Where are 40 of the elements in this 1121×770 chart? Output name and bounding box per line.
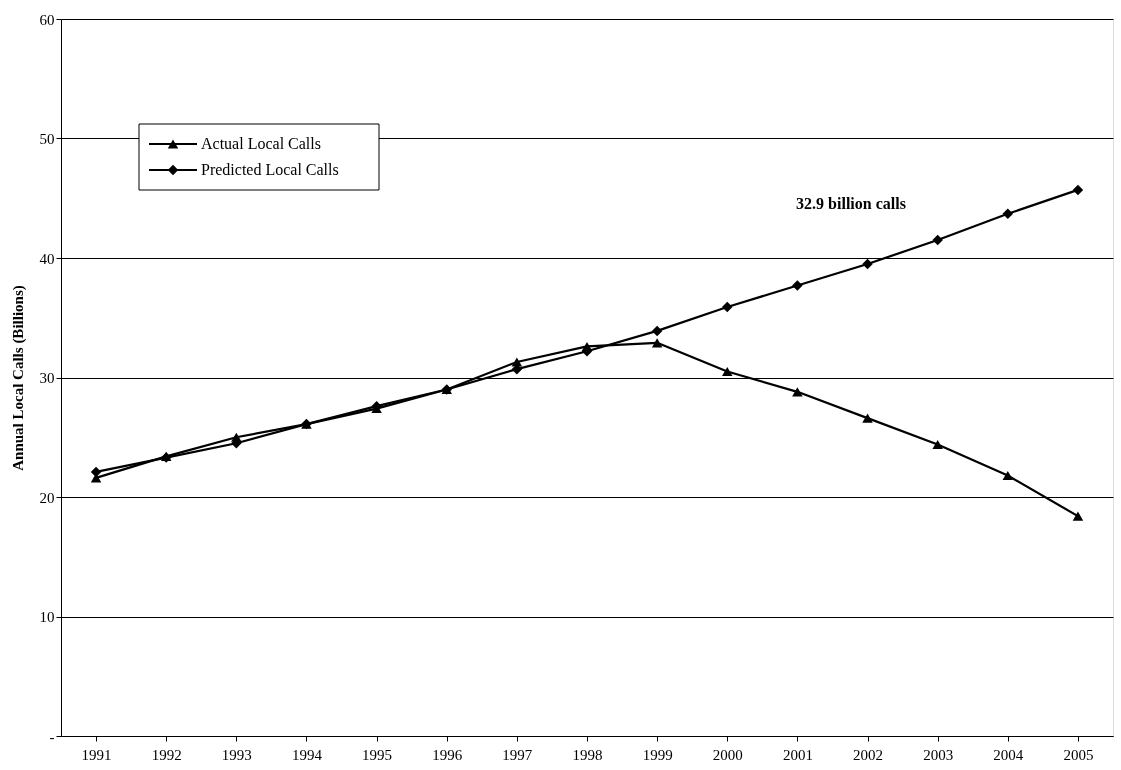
point <box>792 280 803 291</box>
x-tick-label: 1995 <box>362 746 393 763</box>
x-tick-label: 1998 <box>572 746 603 763</box>
x-tick-label: 2001 <box>782 746 813 763</box>
y-tick-label: 10 <box>39 609 55 625</box>
point <box>792 387 803 397</box>
legend-label: Actual Local Calls <box>201 135 321 152</box>
point <box>651 338 663 348</box>
x-tick-label: 1991 <box>81 746 112 763</box>
x-tick-label: 1999 <box>642 746 673 763</box>
x-tick-label: 1997 <box>502 746 533 763</box>
point <box>862 413 873 423</box>
y-tick-label: - <box>49 728 55 745</box>
x-tick-label: 1993 <box>221 746 252 763</box>
x-tick-label: 2005 <box>1063 746 1094 763</box>
x-tick-label: 1994 <box>291 746 323 763</box>
x-tick-label: 2004 <box>993 746 1024 763</box>
point <box>932 439 943 449</box>
legend-label: Predicted Local Calls <box>201 161 339 178</box>
x-tick-label: 1996 <box>432 746 463 763</box>
y-tick-label: 50 <box>39 131 55 147</box>
point <box>722 366 733 377</box>
y-tick-label: 20 <box>39 489 55 506</box>
point <box>1072 511 1084 521</box>
x-tick-label: 2002 <box>853 746 884 763</box>
y-tick-label: 60 <box>39 11 55 28</box>
y-tick-label: 30 <box>39 370 55 386</box>
y-tick-label: 40 <box>39 250 55 267</box>
x-tick-label: 2000 <box>712 746 743 763</box>
point <box>932 234 943 246</box>
x-tick-label: 1992 <box>151 746 182 763</box>
point <box>722 301 733 313</box>
point <box>1072 184 1084 196</box>
point <box>651 325 663 337</box>
point <box>1002 470 1014 481</box>
annotation: 32.9 billion calls <box>796 195 906 212</box>
point <box>1002 208 1014 220</box>
point <box>862 258 873 270</box>
y-axis-title: Annual Local Calls (Billions) <box>9 285 27 471</box>
x-tick-label: 2003 <box>923 746 954 763</box>
